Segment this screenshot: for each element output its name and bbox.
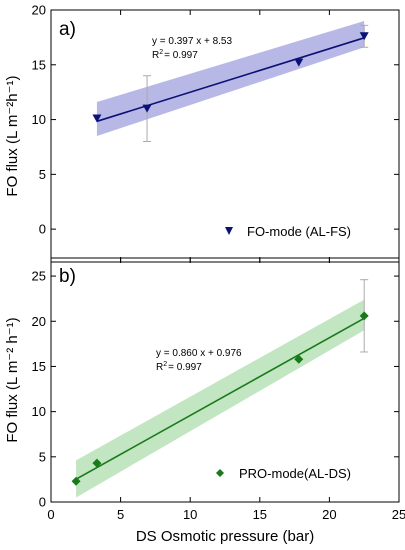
panel-b-y-tick-label: 25 (32, 269, 46, 284)
panel-b-data-point (92, 458, 102, 468)
panel-b-label: b) (59, 266, 76, 287)
panel-b-x-tick-label: 20 (322, 507, 336, 522)
panel-a-legend-marker (225, 227, 233, 235)
panel-b-legend-label: PRO-mode(AL-DS) (239, 466, 351, 481)
panel-b-r2: R2= 0.997 (156, 361, 202, 373)
panel-a-y-tick-label: 15 (32, 57, 46, 72)
panel-b: b) y = 0.860 x + 0.976 R2= 0.997 PRO-mod… (4, 257, 405, 545)
panel-b-fit-line (75, 317, 365, 480)
panel-a-equation: y = 0.397 x + 8.53 (152, 36, 232, 47)
panel-a-y-tick-label: 0 (39, 222, 46, 237)
panel-b-y-tick-label: 20 (32, 314, 46, 329)
panel-b-plot-layer (71, 279, 369, 498)
panel-b-data-point (359, 311, 369, 321)
panel-b-data-point (71, 476, 81, 486)
panel-a-plot-layer (92, 20, 369, 142)
panel-a-confidence-band (96, 20, 365, 137)
panel-a-fit-line (96, 37, 365, 123)
panel-b-x-tick-label: 10 (183, 507, 197, 522)
panel-a-legend: FO-mode (AL-FS) (225, 224, 351, 239)
panel-a-frame (50, 9, 400, 263)
panel-b-y-tick-label: 15 (32, 359, 46, 374)
panel-a-data-point (359, 32, 369, 41)
panel-b-equation: y = 0.860 x + 0.976 (156, 348, 242, 359)
panel-b-data-point (294, 354, 304, 364)
panel-a-y-tick-label: 20 (32, 3, 46, 18)
panel-b-ylabel: FO flux (L m⁻² h⁻¹) (4, 317, 21, 442)
x-axis-label: DS Osmotic pressure (bar) (136, 528, 314, 545)
panel-a: a) y = 0.397 x + 8.53 R2= 0.997 FO-mode … (4, 3, 400, 263)
panel-a-label: a) (59, 19, 76, 40)
panel-b-x-tick-label: 0 (47, 507, 54, 522)
panel-a-data-point (294, 58, 304, 67)
panel-a-data-point (142, 104, 152, 113)
panel-b-x-tick-label: 15 (253, 507, 267, 522)
panel-b-frame (50, 257, 400, 503)
panel-b-y-tick-label: 0 (39, 495, 46, 510)
panel-a-data-point (92, 114, 102, 123)
panel-a-legend-label: FO-mode (AL-FS) (247, 224, 351, 239)
panel-b-legend: PRO-mode(AL-DS) (216, 466, 351, 481)
panel-b-x-tick-label: 5 (117, 507, 124, 522)
panel-b-x-tick-label: 25 (392, 507, 405, 522)
panel-a-r2: R2= 0.997 (152, 49, 198, 61)
panel-a-y-tick-label: 10 (32, 112, 46, 127)
panel-b-y-tick-label: 10 (32, 404, 46, 419)
panel-a-y-tick-label: 5 (39, 167, 46, 182)
panel-b-legend-marker (216, 469, 224, 477)
panel-a-ylabel: FO flux (L m⁻²h⁻¹) (4, 75, 21, 196)
panel-b-y-tick-label: 5 (39, 449, 46, 464)
